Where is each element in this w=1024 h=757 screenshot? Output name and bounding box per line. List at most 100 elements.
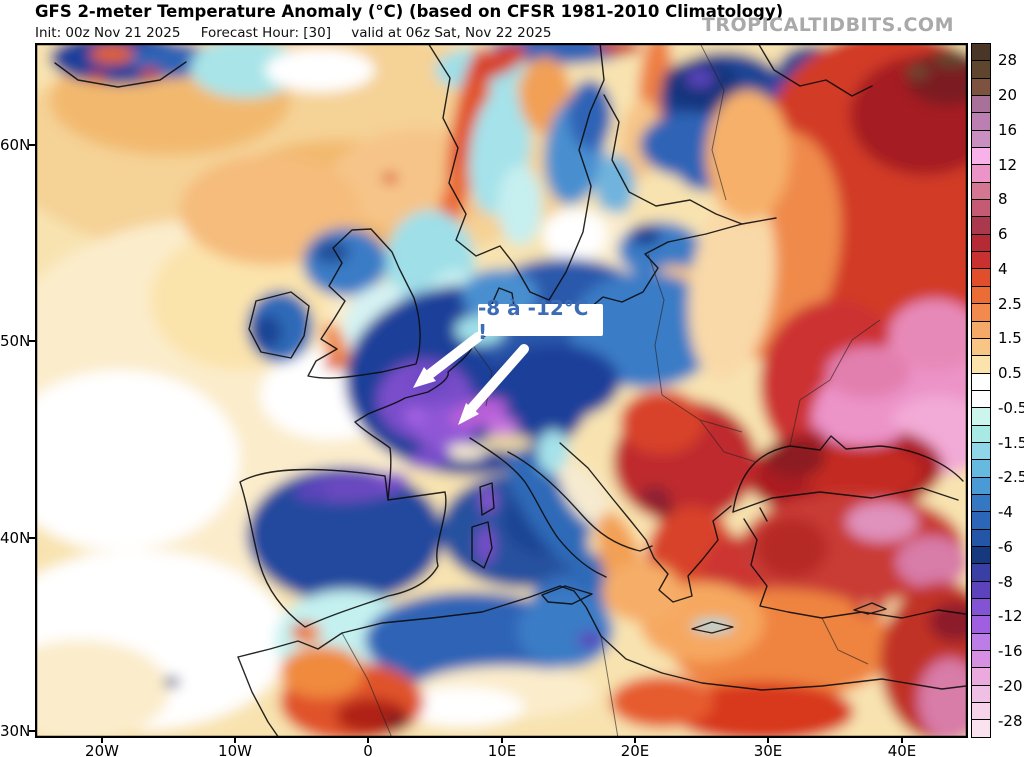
colorbar-cell (972, 616, 990, 634)
lon-label: 10W (218, 742, 252, 757)
lon-tick (367, 738, 369, 743)
colorbar-cell (972, 44, 990, 62)
lon-tick (634, 738, 636, 743)
colorbar-tick-label: -8 (998, 573, 1013, 591)
colorbar-cell (972, 442, 990, 461)
annotation-arrowhead-1 (413, 367, 436, 388)
colorbar-tick-label: 0.5 (998, 364, 1022, 382)
forecast-hour: Forecast Hour: [30] (200, 25, 331, 41)
colorbar-cell (972, 252, 990, 270)
colorbar-tick-label: -2.5 (998, 468, 1024, 486)
colorbar-cell (972, 113, 990, 131)
colorbar (971, 43, 991, 738)
colorbar-cell (972, 182, 990, 201)
lon-label: 20W (85, 742, 119, 757)
lat-label: 30N (0, 722, 31, 740)
colorbar-cell (972, 668, 990, 686)
lat-tick (29, 144, 35, 146)
annotation-arrow-2 (467, 344, 529, 413)
colorbar-tick-label: 1.5 (998, 329, 1022, 347)
map-frame (34, 42, 969, 739)
colorbar-tick-label: 4 (998, 260, 1008, 278)
annotation-label: -8 à -12°C ! (478, 296, 603, 344)
colorbar-cell (972, 130, 990, 149)
colorbar-tick-label: -6 (998, 538, 1013, 556)
colorbar-cell (972, 633, 990, 652)
colorbar-cell (972, 304, 990, 322)
colorbar-tick-label: -16 (998, 642, 1023, 660)
lon-label: 20E (620, 742, 650, 757)
colorbar-cell (972, 425, 990, 443)
colorbar-cell (972, 390, 990, 409)
colorbar-cell (972, 581, 990, 599)
colorbar-cell (972, 165, 990, 183)
colorbar-cell (972, 408, 990, 426)
colorbar-tick-label: -12 (998, 607, 1023, 625)
colorbar-cell (972, 321, 990, 339)
colorbar-cell (972, 651, 990, 669)
colorbar-tick-label: -4 (998, 503, 1013, 521)
colorbar-cell (972, 720, 990, 737)
colorbar-cell (972, 564, 990, 582)
colorbar-cell (972, 61, 990, 79)
country-borders (341, 43, 881, 738)
colorbar-cell (972, 373, 990, 391)
colorbar-cell (972, 599, 990, 617)
colorbar-cell (972, 234, 990, 253)
lon-tick (234, 738, 236, 743)
colorbar-tick-label: -1.5 (998, 434, 1024, 452)
lon-tick (501, 738, 503, 743)
colorbar-cell (972, 78, 990, 97)
lat-tick (29, 340, 35, 342)
coastlines (54, 43, 967, 738)
colorbar-cell (972, 338, 990, 357)
colorbar-tick-label: -20 (998, 677, 1023, 695)
colorbar-tick-label: 16 (998, 121, 1018, 139)
anomaly-map-svg (34, 42, 969, 739)
colorbar-cell (972, 269, 990, 287)
colorbar-tick-label: 6 (998, 225, 1008, 243)
colorbar-cell (972, 703, 990, 721)
lat-label: 60N (0, 136, 31, 154)
colorbar-tick-label: 20 (998, 86, 1018, 104)
colorbar-cell (972, 546, 990, 565)
colorbar-cell (972, 286, 990, 305)
colorbar-cell (972, 148, 990, 166)
run-info: Init: 00z Nov 21 2025 Forecast Hour: [30… (35, 25, 568, 41)
lon-tick (767, 738, 769, 743)
watermark-logo: TROPICALTIDBITS.COM (701, 14, 954, 36)
colorbar-cell (972, 477, 990, 495)
lat-tick (29, 537, 35, 539)
colorbar-cell (972, 217, 990, 235)
colorbar-cell (972, 529, 990, 547)
colorbar-cell (972, 512, 990, 530)
colorbar-cell (972, 494, 990, 513)
lon-tick (901, 738, 903, 743)
annotation-arrowhead-2 (458, 403, 479, 425)
colorbar-cell (972, 200, 990, 218)
colorbar-cell (972, 685, 990, 704)
annotation-arrow-1 (425, 332, 483, 379)
anomaly-field (35, 43, 968, 738)
annotation-arrows (413, 332, 529, 425)
lon-label: 0 (363, 742, 373, 757)
lat-tick (29, 730, 35, 732)
page-title: GFS 2-meter Temperature Anomaly (°C) (ba… (35, 2, 784, 21)
colorbar-tick-label: 12 (998, 156, 1018, 174)
colorbar-tick-label: 8 (998, 190, 1008, 208)
colorbar-tick-label: -28 (998, 712, 1023, 730)
colorbar-cell (972, 460, 990, 478)
colorbar-tick-label: 2.5 (998, 295, 1022, 313)
colorbar-cell (972, 356, 990, 374)
lon-tick (101, 738, 103, 743)
colorbar-cell (972, 96, 990, 114)
colorbar-tick-label: -0.5 (998, 399, 1024, 417)
map-area (34, 42, 969, 739)
init-time: Init: 00z Nov 21 2025 (35, 25, 181, 41)
lon-label: 10E (487, 742, 517, 757)
lat-label: 50N (0, 332, 31, 350)
colorbar-tick-label: 28 (998, 51, 1018, 69)
lon-label: 40E (887, 742, 917, 757)
lat-label: 40N (0, 529, 31, 547)
